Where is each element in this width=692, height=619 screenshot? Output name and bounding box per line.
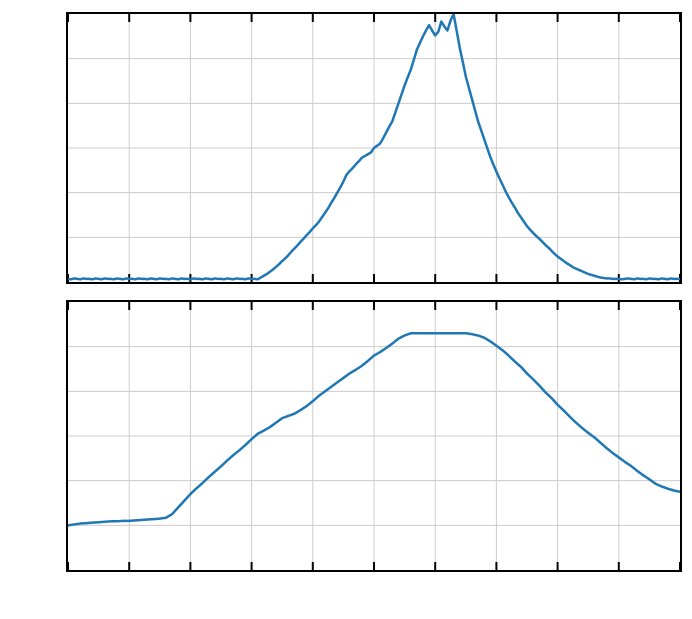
line-chart-bottom	[68, 302, 680, 570]
panel-bottom	[66, 300, 682, 572]
line-chart-top	[68, 14, 680, 282]
chart-figure	[0, 0, 692, 619]
panel-top	[66, 12, 682, 284]
